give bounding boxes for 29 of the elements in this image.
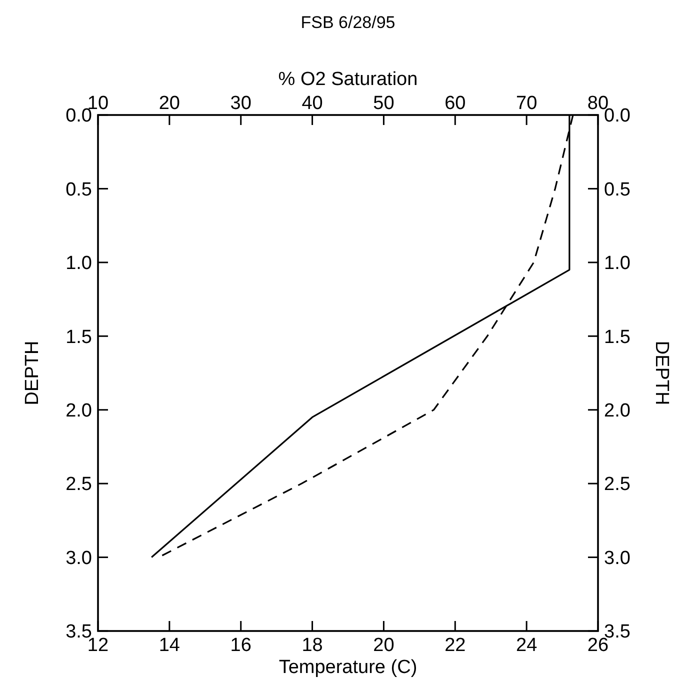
y2-tick-label: 0.5 <box>604 179 630 200</box>
y2-tick-label: 1.0 <box>604 253 630 274</box>
x-tick-label: 22 <box>444 635 466 656</box>
y-axis-title: DEPTH <box>22 340 43 406</box>
x2-tick-label: 60 <box>444 93 466 114</box>
x-tick-label: 24 <box>516 635 538 656</box>
chart-title: FSB 6/28/95 <box>300 13 396 32</box>
x-tick-label: 20 <box>373 635 394 656</box>
x2-tick-label: 20 <box>158 93 180 114</box>
x-tick-label: 14 <box>158 635 180 656</box>
y-tick-label: 0.5 <box>66 179 92 200</box>
x2-tick-label: 50 <box>373 93 394 114</box>
y-tick-label: 1.5 <box>66 326 92 348</box>
x2-tick-label: 40 <box>302 93 323 114</box>
y2-tick-label: 2.5 <box>604 474 630 496</box>
y-tick-label: 3.0 <box>66 548 92 569</box>
x-tick-label: 18 <box>302 635 323 656</box>
x2-tick-label: 30 <box>230 93 252 114</box>
y2-tick-label: 2.0 <box>604 400 630 422</box>
y2-tick-label: 1.5 <box>604 326 630 348</box>
x-axis-title: Temperature (C) <box>278 657 418 678</box>
x-tick-label: 16 <box>230 635 252 656</box>
y2-tick-label: 3.0 <box>604 548 630 569</box>
y-tick-label: 2.5 <box>66 474 92 496</box>
y-tick-label: 1.0 <box>66 253 92 274</box>
y-tick-label: 2.0 <box>66 400 92 422</box>
y2-axis-title: DEPTH <box>651 340 672 406</box>
x2-tick-label: 70 <box>516 93 538 114</box>
x2-axis-title: % O2 Saturation <box>278 69 418 90</box>
